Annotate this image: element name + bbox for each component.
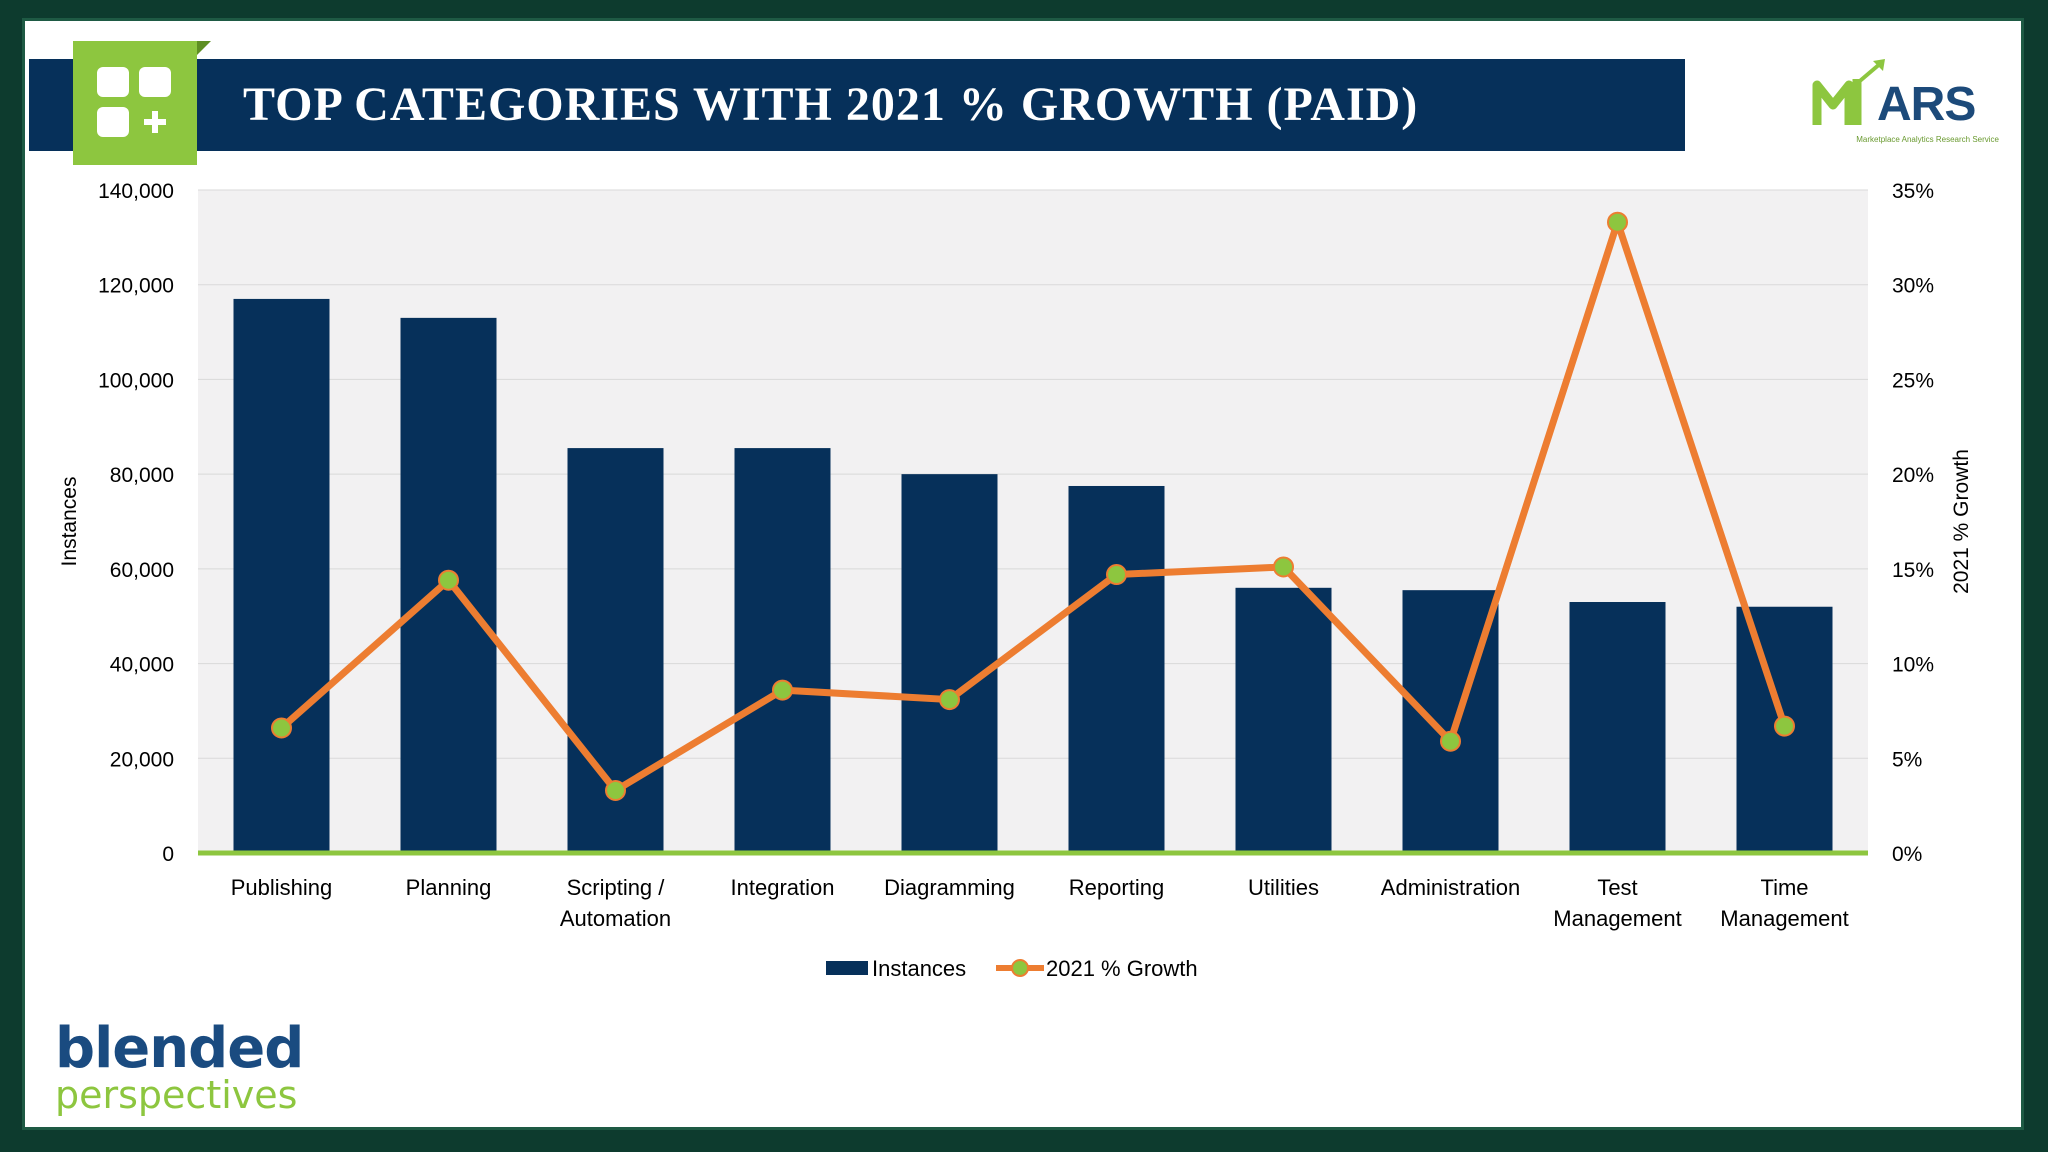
growth-point <box>939 689 960 711</box>
x-tick-label: Scripting / Automation <box>560 875 671 931</box>
mars-logo-text: ARS <box>1877 78 1976 131</box>
y-tick-label: 40,000 <box>110 654 174 677</box>
mars-logo: ARS Marketplace Analytics Research Servi… <box>1811 51 2001 151</box>
x-tick-label: Administration <box>1381 875 1520 900</box>
mars-logo-subtitle: Marketplace Analytics Research Service <box>1856 135 1999 144</box>
y-tick-label: 0 <box>162 843 174 866</box>
bar <box>901 474 998 853</box>
blended-perspectives-logo: blended perspectives <box>55 1016 304 1117</box>
bar <box>1235 587 1332 853</box>
bar <box>1068 485 1165 853</box>
y-tick-label: 20,000 <box>110 748 174 771</box>
title-bar <box>29 59 1685 151</box>
y-tick-label: 100,000 <box>98 369 174 392</box>
y2-tick-label: 5% <box>1892 748 1922 771</box>
legend-label-growth: 2021 % Growth <box>1046 956 1198 981</box>
growth-point <box>1607 211 1628 233</box>
y-axis-title: Instances <box>58 477 81 567</box>
y2-tick-label: 20% <box>1892 464 1934 487</box>
x-tick-label: Reporting <box>1069 875 1164 900</box>
y2-tick-label: 35% <box>1892 180 1934 203</box>
legend-swatch-growth-marker <box>1011 959 1029 977</box>
x-tick-label: Test Management <box>1553 875 1681 931</box>
growth-line <box>279 218 1788 794</box>
x-tick-label: Integration <box>731 875 835 900</box>
bar <box>233 298 330 854</box>
growth-point <box>1106 564 1127 586</box>
bar <box>1569 602 1666 853</box>
x-tick-label: Utilities <box>1248 875 1319 900</box>
growth-point <box>271 717 292 739</box>
growth-point <box>1273 556 1294 578</box>
x-tick-label: Diagramming <box>884 875 1015 900</box>
y2-tick-label: 25% <box>1892 369 1934 392</box>
y2-tick-label: 10% <box>1892 654 1934 677</box>
y2-axis-title: 2021 % Growth <box>1950 449 1973 594</box>
y2-tick-label: 15% <box>1892 559 1934 582</box>
y2-tick-label: 30% <box>1892 275 1934 298</box>
mars-chart-icon <box>1812 59 1885 125</box>
growth-point <box>605 779 626 801</box>
y-tick-label: 120,000 <box>98 275 174 298</box>
logo-line2: perspectives <box>55 1073 298 1117</box>
page-title: TOP CATEGORIES WITH 2021 % GROWTH (PAID) <box>243 78 1419 131</box>
legend-label-instances: Instances <box>872 956 966 981</box>
bar <box>734 448 831 853</box>
logo-line1: blended <box>55 1016 304 1081</box>
grid-plus-icon <box>73 41 211 165</box>
y-tick-label: 140,000 <box>98 180 174 203</box>
y-tick-label: 80,000 <box>110 464 174 487</box>
growth-point <box>1774 715 1795 737</box>
y2-tick-label: 0% <box>1892 843 1922 866</box>
x-tick-label: Planning <box>406 875 492 900</box>
x-tick-label: Publishing <box>231 875 333 900</box>
growth-point <box>772 679 793 701</box>
growth-point <box>438 569 459 591</box>
y-tick-label: 60,000 <box>110 559 174 582</box>
growth-point <box>1440 730 1461 752</box>
legend-swatch-instances <box>826 961 868 975</box>
x-tick-label: Time Management <box>1720 875 1848 931</box>
